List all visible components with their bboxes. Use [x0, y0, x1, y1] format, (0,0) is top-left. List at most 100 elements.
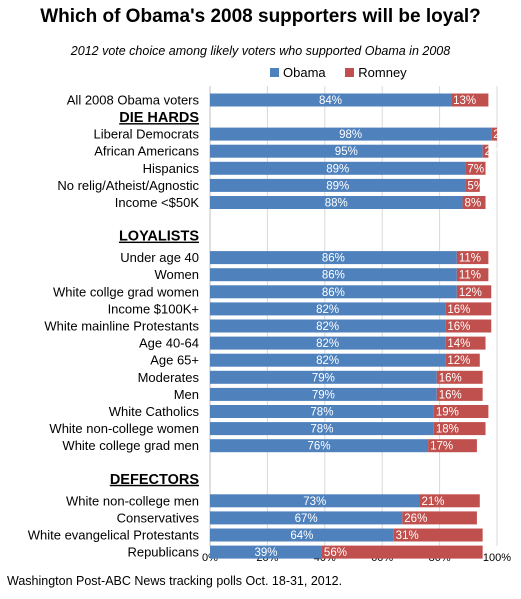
- bar-obama: [210, 405, 434, 418]
- value-label-romney: 17%: [430, 441, 453, 453]
- bar-romney: [433, 422, 486, 436]
- value-label-romney: 16%: [439, 389, 462, 401]
- value-label-obama: 82%: [316, 355, 339, 367]
- bar-romney: [445, 319, 492, 333]
- category-label: Income <$50K: [115, 195, 200, 210]
- value-label-romney: 16%: [447, 304, 470, 316]
- value-label-obama: 98%: [339, 129, 362, 141]
- bar-obama: [210, 178, 466, 192]
- value-label-obama: 67%: [295, 513, 318, 525]
- legend-item-obama: Obama: [270, 65, 326, 80]
- bar-obama: [210, 319, 446, 333]
- bar-obama: [210, 127, 492, 141]
- value-label-obama: 86%: [322, 270, 345, 282]
- value-label-romney: 19%: [436, 407, 459, 419]
- category-label: White college grad men: [62, 438, 199, 453]
- legend-label-romney: Romney: [358, 65, 407, 80]
- bar-romney: [436, 387, 483, 401]
- bar-obama: [210, 285, 457, 299]
- category-label: White evangelical Protestants: [28, 528, 200, 543]
- bar-romney: [445, 353, 480, 367]
- category-label: Age 40-64: [139, 336, 199, 351]
- bar-obama: [210, 528, 394, 542]
- category-label: White non-college women: [49, 421, 199, 436]
- value-label-romney: 12%: [459, 287, 482, 299]
- value-label-romney: 7%: [467, 163, 484, 175]
- group-header: LOYALISTS: [119, 229, 199, 245]
- bar-romney: [456, 268, 489, 282]
- bar-romney: [428, 439, 477, 453]
- value-label-obama: 78%: [310, 424, 333, 436]
- value-label-romney: 12%: [447, 355, 470, 367]
- bar-romney: [456, 285, 492, 299]
- group-header: DIE HARDS: [119, 110, 199, 126]
- bar-obama: [210, 302, 446, 316]
- bar-romney: [436, 370, 483, 384]
- value-label-obama: 95%: [335, 146, 358, 158]
- category-label: Women: [154, 267, 199, 282]
- bar-romney: [465, 178, 480, 192]
- value-label-romney: 26%: [404, 513, 427, 525]
- value-label-romney: 13%: [453, 95, 476, 107]
- category-label: Under age 40: [120, 250, 199, 265]
- category-label: Income $100K+: [108, 301, 199, 316]
- value-label-obama: 79%: [312, 389, 335, 401]
- bar-romney: [433, 405, 489, 418]
- group-header: DEFECTORS: [110, 472, 199, 488]
- category-label: Moderates: [138, 370, 200, 385]
- value-label-romney: 5%: [467, 180, 484, 192]
- value-label-romney: 2%: [493, 129, 510, 141]
- value-label-obama: 82%: [316, 304, 339, 316]
- bar-romney: [445, 302, 492, 316]
- category-label: Republicans: [127, 545, 199, 560]
- bar-obama: [210, 353, 446, 367]
- value-label-obama: 82%: [316, 321, 339, 333]
- category-label: Age 65+: [150, 353, 199, 368]
- category-label: All 2008 Obama voters: [67, 93, 200, 108]
- chart-title: Which of Obama's 2008 supporters will be…: [40, 6, 481, 27]
- value-label-obama: 89%: [326, 180, 349, 192]
- category-label: Liberal Democrats: [94, 127, 200, 142]
- value-label-romney: 11%: [459, 270, 481, 282]
- bar-obama: [210, 545, 322, 559]
- bar-obama: [210, 144, 483, 158]
- value-label-obama: 82%: [316, 338, 339, 350]
- legend-swatch-obama: [270, 68, 279, 77]
- value-label-obama: 64%: [290, 530, 313, 542]
- bar-romney: [445, 336, 486, 350]
- value-label-romney: 8%: [465, 198, 482, 210]
- bar-romney: [491, 127, 497, 141]
- bar-romney: [419, 494, 480, 508]
- x-tick-label: 100%: [483, 552, 511, 564]
- bar-obama: [210, 387, 437, 401]
- bar-obama: [210, 422, 434, 436]
- bar-romney: [321, 545, 483, 559]
- category-label: White Catholics: [109, 404, 200, 419]
- bar-romney: [456, 251, 489, 265]
- value-label-obama: 73%: [303, 496, 326, 508]
- value-label-obama: 89%: [326, 163, 349, 175]
- value-label-obama: 78%: [310, 407, 333, 419]
- category-label: African Americans: [94, 144, 199, 159]
- bar-obama: [210, 93, 452, 107]
- bar-romney: [402, 511, 477, 525]
- bar-obama: [210, 336, 446, 350]
- value-label-romney: 18%: [436, 424, 459, 436]
- source-note: Washington Post-ABC News tracking polls …: [7, 574, 343, 588]
- bar-obama: [210, 251, 457, 265]
- category-label: Men: [174, 387, 199, 402]
- category-label: No relig/Atheist/Agnostic: [57, 178, 199, 193]
- value-label-obama: 39%: [254, 547, 277, 559]
- category-label: Conservatives: [117, 510, 200, 525]
- chart-subtitle: 2012 vote choice among likely voters who…: [70, 44, 451, 58]
- bar-romney: [465, 161, 486, 175]
- value-label-obama: 76%: [308, 441, 331, 453]
- bar-obama: [210, 370, 437, 384]
- bar-romney: [393, 528, 483, 542]
- category-label: White mainline Protestants: [44, 319, 199, 334]
- legend-label-obama: Obama: [283, 65, 326, 80]
- value-label-romney: 16%: [447, 321, 470, 333]
- bar-romney: [451, 93, 489, 107]
- value-label-obama: 88%: [325, 198, 348, 210]
